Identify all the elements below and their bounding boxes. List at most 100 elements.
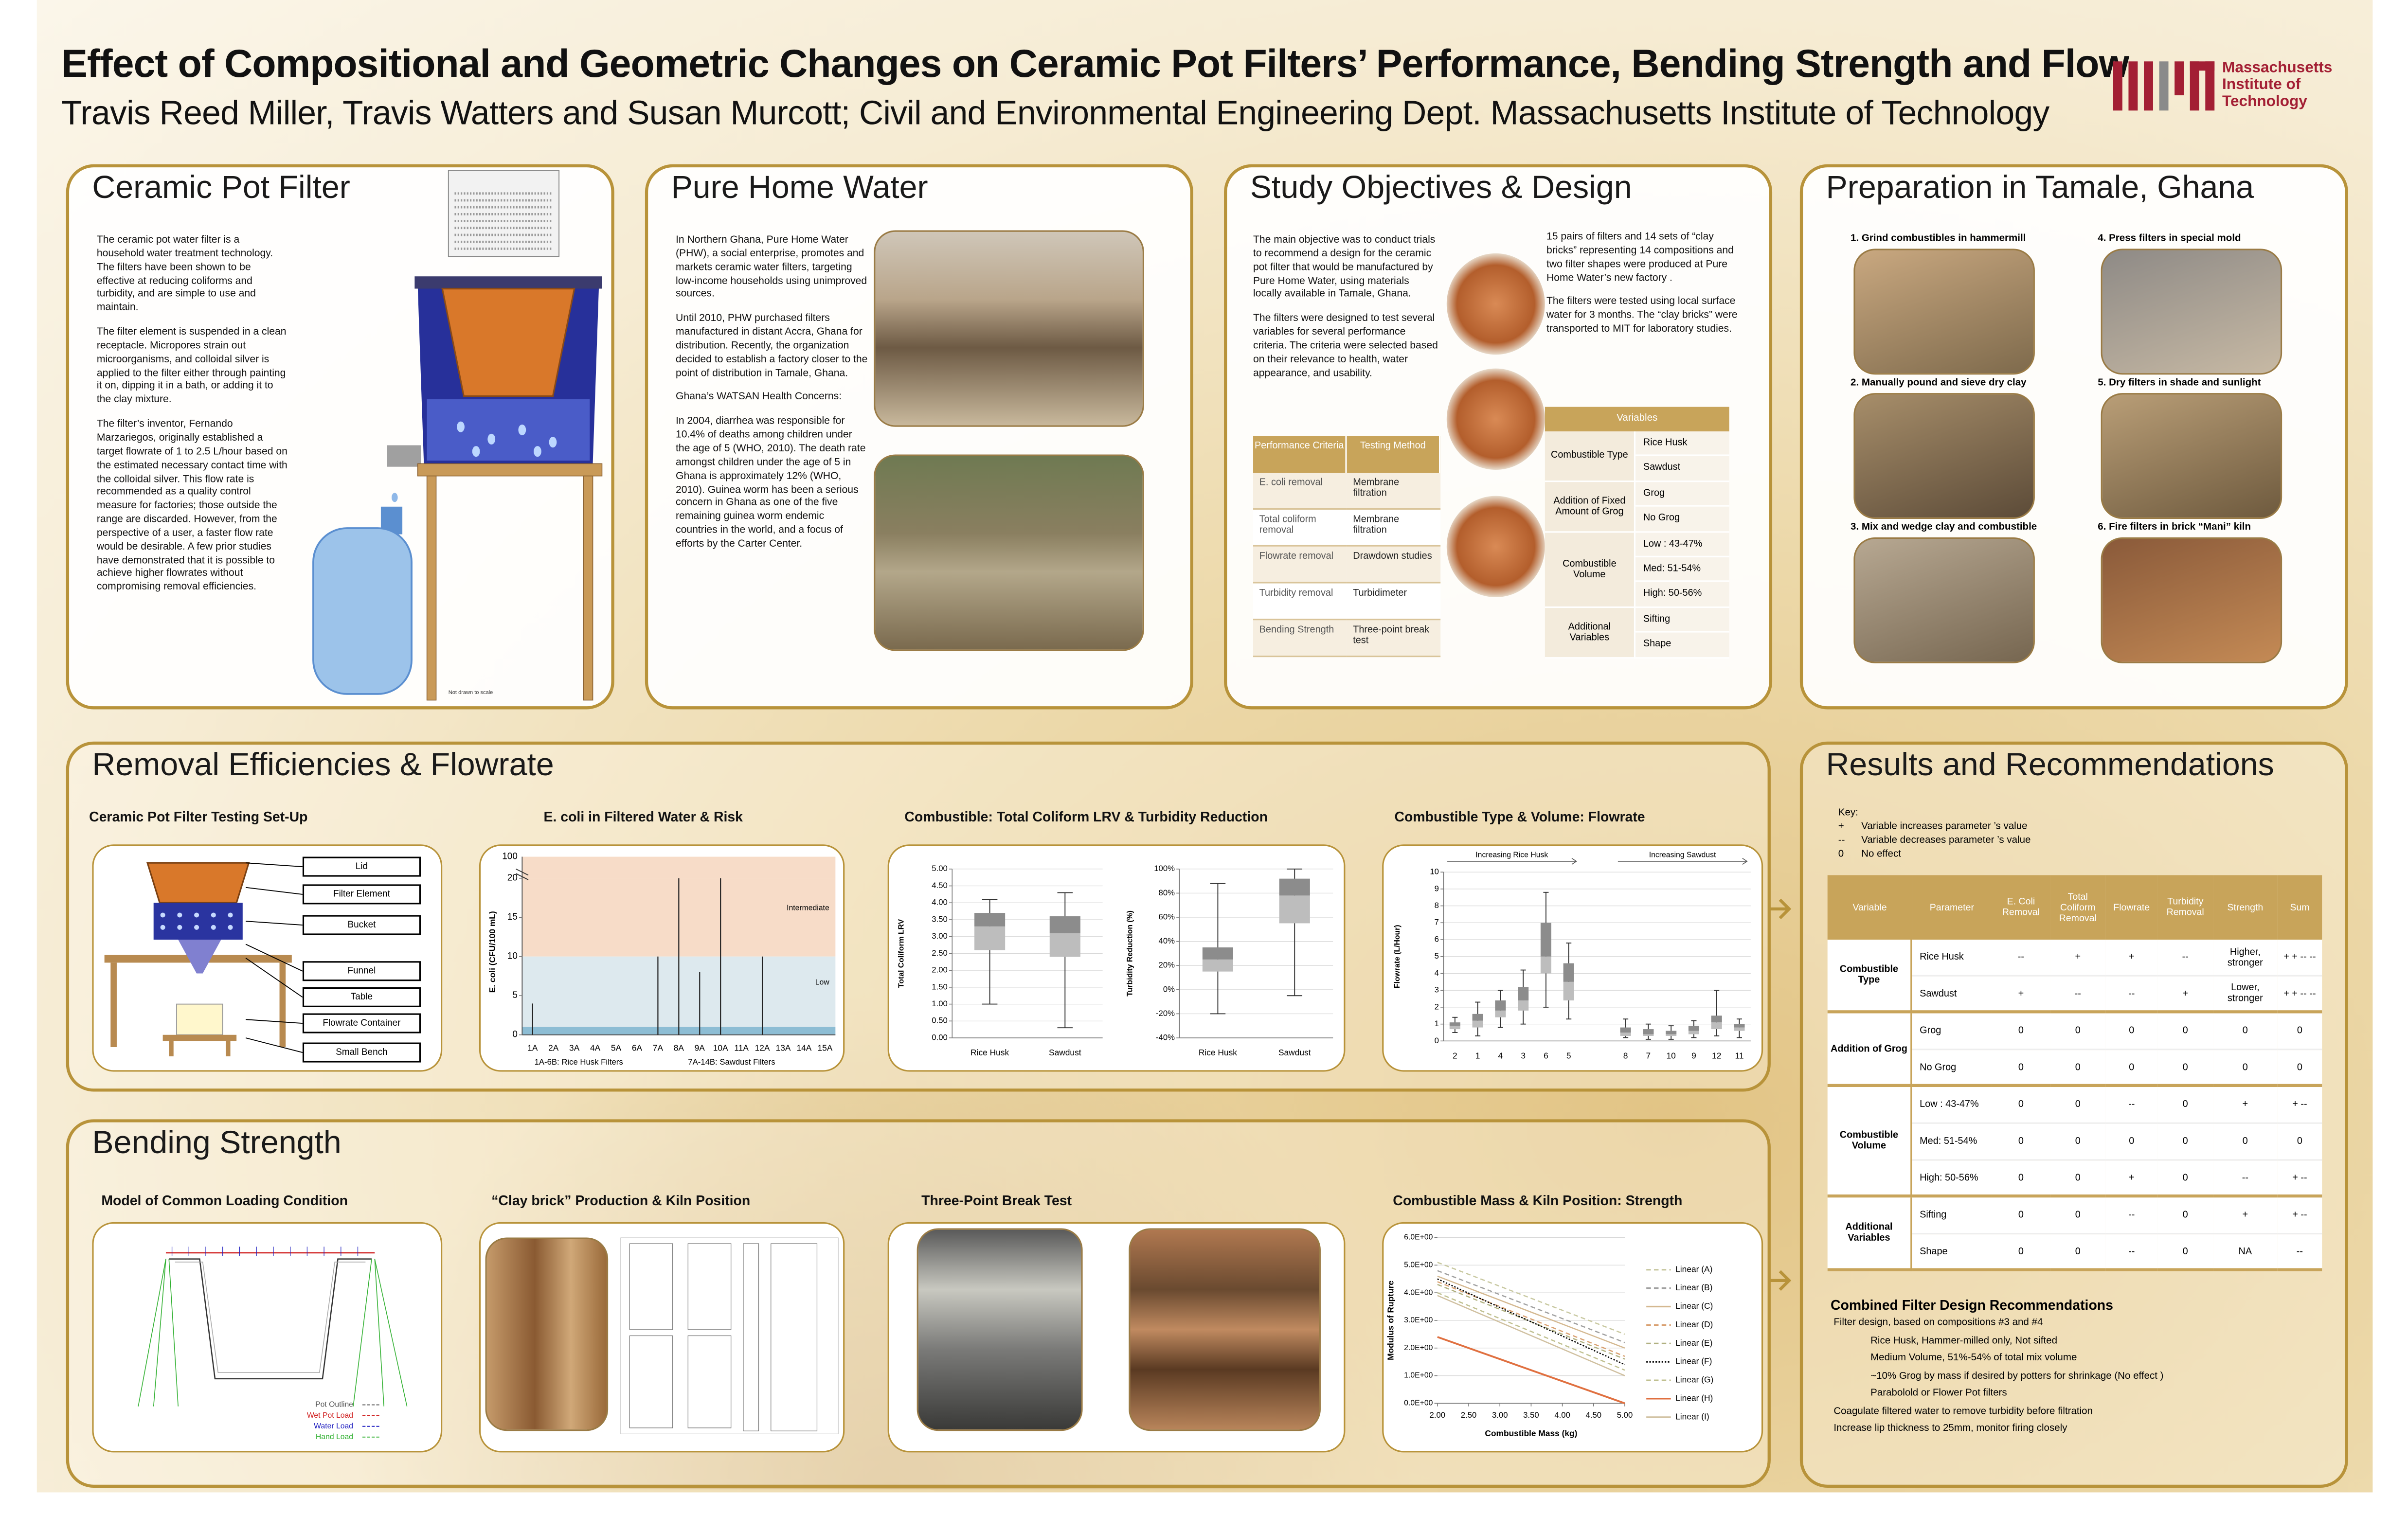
y-tick-label: 5.0E+00 — [1404, 1261, 1433, 1269]
y-tick-label: 4.0E+00 — [1404, 1288, 1433, 1297]
x-tick-label: 5A — [611, 1043, 622, 1053]
logo-bar — [2113, 61, 2122, 111]
y-tick-label: 9 — [1435, 884, 1439, 893]
table-cell: 0 — [1992, 1087, 2050, 1124]
table-cell: Sawdust — [1634, 456, 1729, 482]
y-tick-label: 0.00 — [932, 1033, 948, 1042]
x-tick-label: 11A — [734, 1043, 749, 1053]
table-cell: 0 — [2157, 1197, 2213, 1235]
table-cell: + — [2050, 940, 2106, 977]
table-cell: -- — [1992, 940, 2050, 977]
trend-line — [1437, 1283, 1625, 1360]
subtitle: Ceramic Pot Filter Testing Set-Up — [89, 809, 308, 825]
y-tick-label: 3.50 — [932, 914, 948, 924]
funnel — [178, 940, 221, 974]
pot — [441, 287, 575, 397]
recommendation: Increase lip thickness to 25mm, monitor … — [1833, 1423, 2067, 1434]
photo — [874, 454, 1144, 651]
key-text: Variable increases parameter ’s value — [1861, 821, 2028, 833]
logo-bar — [2205, 61, 2215, 111]
y-tick-label: 5 — [512, 990, 518, 1000]
x-tick-label: 3 — [1521, 1051, 1526, 1061]
trend-line — [1437, 1281, 1625, 1357]
y-tick-label: 1.00 — [932, 999, 948, 1008]
x-tick-label: 5 — [1566, 1051, 1571, 1061]
table-group: Additional Variables — [1827, 1197, 1912, 1271]
table-cell: 0 — [2050, 1087, 2106, 1124]
box-lower — [1049, 933, 1080, 957]
panel-title: Preparation in Tamale, Ghana — [1826, 170, 2254, 206]
box-lower — [1734, 1027, 1745, 1031]
y-tick-label: 2.00 — [932, 965, 948, 975]
table-cell: Med: 51-54% — [1634, 557, 1729, 583]
table-cell: -- — [2050, 976, 2106, 1014]
recommendation: Coagulate filtered water to remove turbi… — [1833, 1406, 2093, 1417]
trend-line — [1437, 1270, 1625, 1343]
table-cell: 0 — [2050, 1013, 2106, 1051]
legend-label: Linear (B) — [1675, 1283, 1712, 1292]
logo-bar — [2159, 61, 2169, 111]
paragraph: The main objective was to conduct trials… — [1253, 235, 1436, 300]
box-upper — [1540, 923, 1551, 957]
photo — [2101, 393, 2282, 519]
arrows — [1769, 898, 1792, 1291]
table-cell: Turbidity removal — [1253, 583, 1347, 621]
zone-label: Low — [815, 978, 830, 986]
bench — [162, 1034, 237, 1041]
box-lower — [1711, 1022, 1722, 1030]
trend-line — [1437, 1292, 1625, 1371]
drop — [211, 925, 216, 930]
y-tick-label: 0.50 — [932, 1016, 948, 1025]
subtitle: Combustible Mass & Kiln Position: Streng… — [1393, 1193, 1683, 1209]
table-cell: Lower, stronger — [2213, 976, 2278, 1014]
table-cell: Turbidimeter — [1347, 583, 1441, 621]
text-block: 15 pairs of filters and 14 sets of “clay… — [1546, 232, 1739, 349]
pot-outline — [169, 1258, 372, 1380]
pot-photo — [1446, 253, 1545, 355]
label-box: Table — [302, 987, 421, 1007]
paragraph: In 2004, diarrhea was responsible for 10… — [676, 416, 866, 550]
y-tick-label: 15 — [507, 912, 518, 922]
chart: 0.0E+00 1.0E+00 2.0E+00 3.0E+00 4.0E+00 5.0E+… — [1386, 1233, 1714, 1438]
box-lower — [1688, 1031, 1699, 1034]
table-cell: 0 — [2277, 1050, 2322, 1087]
y-tick-label: 10 — [1430, 867, 1439, 876]
paragraph: The filter’s inventor, Fernando Marzarie… — [96, 419, 288, 593]
y-tick-label: 80% — [1159, 888, 1175, 897]
table-cell: 0 — [1992, 1123, 2050, 1161]
y-tick-label: 5 — [1435, 951, 1439, 961]
logo-text: Technology — [2222, 93, 2307, 111]
y-tick-label: 3 — [1435, 985, 1439, 995]
poster-authors: Travis Reed Miller, Travis Watters and S… — [61, 93, 2049, 132]
brick-outline — [629, 1335, 673, 1428]
y-tick-label: 4 — [1435, 968, 1439, 978]
annotation: Increasing Rice Husk — [1475, 851, 1548, 859]
arrow — [1769, 1270, 1792, 1291]
step-label: 4. Press filters in special mold — [2098, 233, 2241, 244]
hand-load — [168, 1259, 179, 1407]
box-upper — [1620, 1027, 1631, 1033]
y-axis-label: E. coli (CFU/100 mL) — [487, 911, 497, 993]
drop — [211, 912, 216, 918]
y-tick-label: 0 — [1435, 1036, 1439, 1045]
arrow-head — [1742, 858, 1748, 865]
drop — [472, 446, 480, 457]
logo-bar — [2174, 61, 2184, 95]
x-tick-label: 2 — [1453, 1051, 1457, 1061]
table-cell: + — [2213, 1197, 2278, 1235]
table-cell: No Grog — [1912, 1050, 1992, 1087]
box-lower — [1540, 956, 1551, 974]
text-block: The main objective was to conduct trials… — [1253, 235, 1440, 392]
table-cell: Low : 43-47% — [1912, 1087, 1992, 1124]
pointer — [246, 921, 303, 926]
legend-label: Linear (F) — [1675, 1356, 1712, 1366]
key-symbol: -- — [1838, 835, 1845, 846]
box-lower — [1563, 981, 1574, 1001]
table-cell: + — [2105, 940, 2158, 977]
inset-box — [1382, 1222, 1763, 1453]
x-tick-label: 3.00 — [1492, 1410, 1508, 1420]
y-tick-label: 1.0E+00 — [1404, 1372, 1433, 1380]
inset-box — [92, 1222, 443, 1453]
